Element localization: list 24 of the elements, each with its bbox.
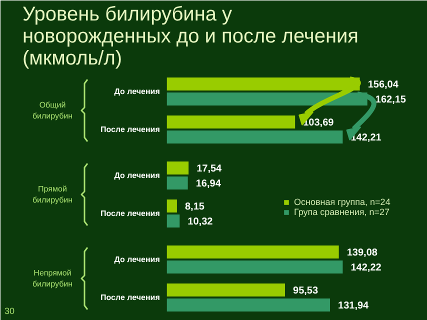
data-label: 131,94 — [338, 300, 370, 312]
y-tick-label: После лечения — [100, 125, 160, 134]
data-label: 162,15 — [375, 94, 406, 106]
y-tick-label: До лечения — [114, 87, 160, 96]
data-label: 16,94 — [196, 178, 222, 190]
text: Непрямой билирубин — [32, 268, 73, 288]
data-label: 95,53 — [293, 286, 318, 296]
data-label: 139,08 — [346, 248, 378, 258]
y-tick-label: После лечения — [100, 293, 160, 302]
y-tick-label: До лечения — [114, 171, 160, 180]
data-label: 142,22 — [350, 262, 382, 274]
chart-title: Уровень билирубина у новорожденных до и после лечения (мкмоль/л) — [22, 4, 359, 70]
y-tick-label: После лечения — [100, 209, 160, 218]
legend-label: Група сравнения, n=27 — [294, 207, 390, 217]
legend-label: Основная группа, n=24 — [294, 197, 390, 207]
text: 30 — [4, 306, 15, 316]
data-label: 156,04 — [368, 80, 399, 90]
data-label: 10,32 — [188, 216, 214, 228]
y-tick-label: До лечения — [114, 255, 160, 264]
data-label: 8,15 — [184, 202, 205, 212]
text: Прямой билирубин — [32, 184, 73, 204]
data-label: 17,54 — [196, 164, 222, 174]
data-label: 103,69 — [303, 118, 334, 128]
text: Общий билирубин — [32, 100, 73, 120]
